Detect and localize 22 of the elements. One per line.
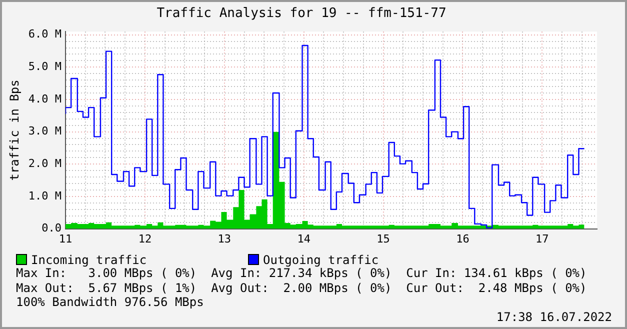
- x-tick-label: 14: [297, 232, 311, 246]
- x-tick-label: 16: [456, 232, 470, 246]
- text: Max In: 3.00 MBps ( 0%) Avg In: 217.34 kBps ( 0%) Cur In: 134.61 kBps ( 0%): [16, 266, 588, 280]
- text: 100% Bandwidth 976.56 MBps: [16, 295, 205, 310]
- y-tick-label: 6.0 M: [28, 28, 62, 41]
- y-tick-label: 1.0 M: [28, 189, 62, 202]
- y-axis-title: traffic in Bps: [7, 80, 22, 181]
- x-tick-label: 11: [58, 232, 72, 246]
- chart-title: Traffic Analysis for 19 -- ffm-151-77: [156, 6, 446, 22]
- y-tick-label: 0.0: [42, 222, 62, 235]
- y-tick-label: 4.0 M: [28, 92, 62, 106]
- text: 17:38 16.07.2022: [495, 310, 612, 324]
- y-tick-label: 3.0 M: [28, 124, 62, 138]
- legend-label: Outgoing traffic: [262, 253, 379, 267]
- y-tick-label: 5.0 M: [28, 60, 62, 74]
- x-tick-label: 17: [536, 232, 549, 246]
- x-tick-label: 13: [218, 232, 232, 246]
- x-tick-label: 15: [376, 232, 390, 246]
- x-tick-label: 12: [138, 232, 152, 246]
- legend-label: Incoming traffic: [30, 253, 147, 267]
- y-tick-label: 2.0 M: [28, 157, 62, 170]
- text: Max Out: 5.67 MBps ( 1%) Avg Out: 2.00 MBps ( 0%) Cur Out: 2.48 MBps ( 0%): [16, 280, 588, 295]
